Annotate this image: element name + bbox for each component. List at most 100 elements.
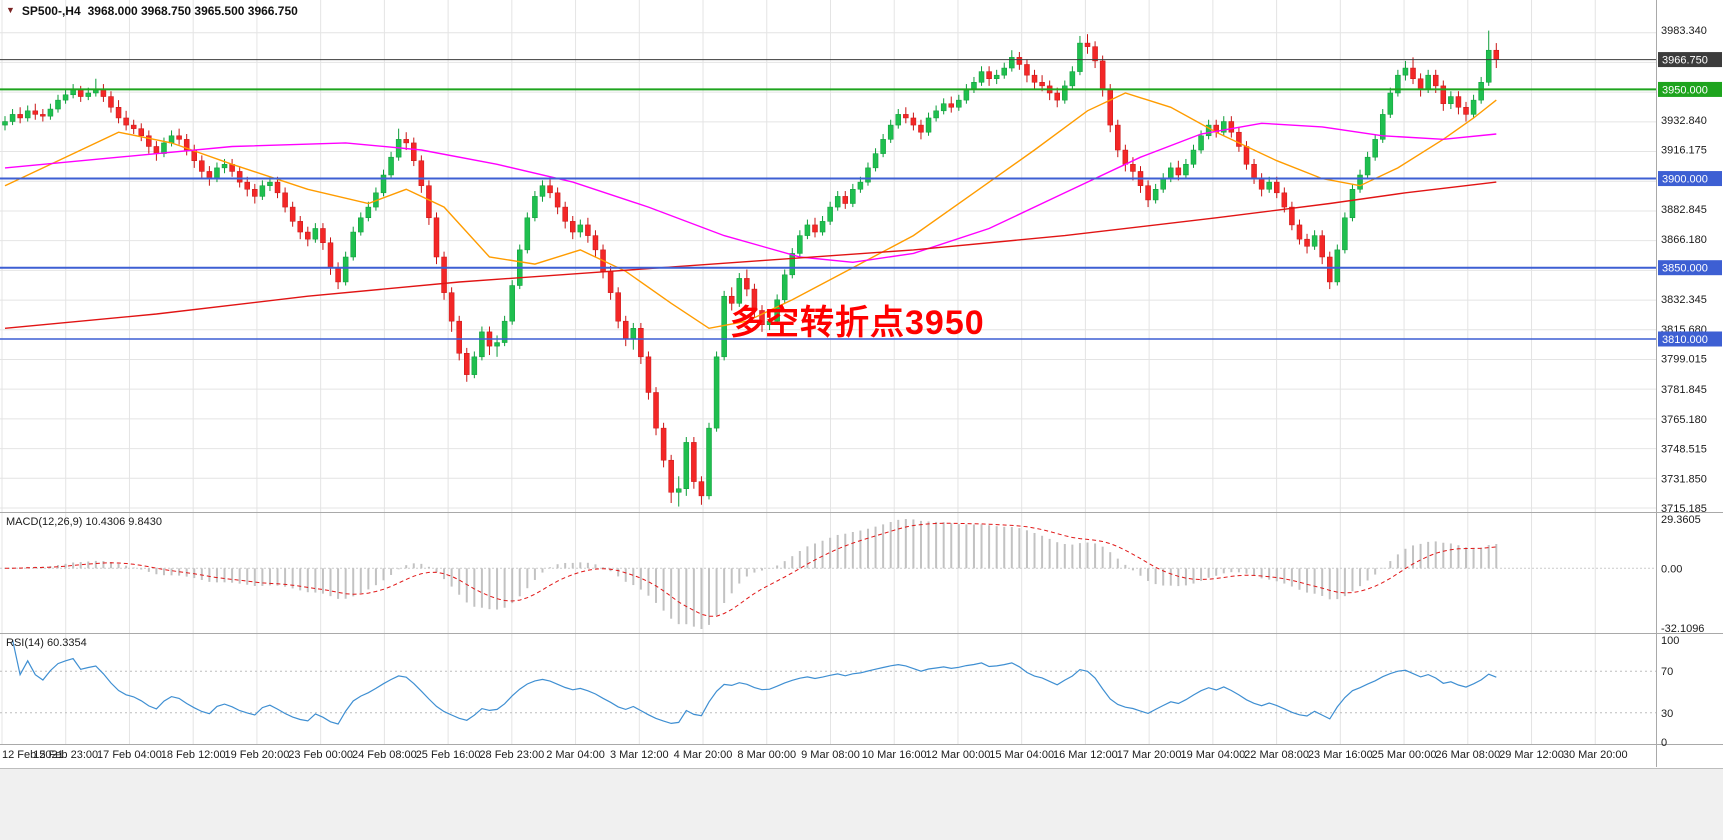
- chart-canvas[interactable]: 3983.340 3932.840 3916.175 3882.845 3866.180…: [0, 0, 1723, 768]
- candle-body: [1092, 46, 1098, 62]
- candle-body: [554, 192, 561, 208]
- time-axis-label: 12 Mar 00:00: [926, 749, 991, 761]
- candle-body: [585, 224, 591, 236]
- candle-body: [464, 353, 470, 375]
- time-axis-label: 16 Mar 12:00: [1053, 749, 1118, 761]
- time-axis-label: 30 Mar 20:00: [1563, 749, 1628, 761]
- candle-body: [411, 142, 417, 161]
- candle-body: [539, 185, 546, 197]
- candle-body: [1084, 42, 1091, 47]
- candle-body: [77, 89, 84, 97]
- candle-body: [1274, 181, 1280, 194]
- candle-body: [456, 320, 462, 354]
- candle-body: [630, 328, 637, 340]
- candle-body: [1455, 96, 1462, 108]
- candle-body: [668, 459, 674, 493]
- candle-body: [1024, 64, 1030, 76]
- candle-body: [766, 320, 773, 325]
- candle-body: [1205, 124, 1212, 137]
- candle-body: [358, 217, 364, 233]
- candle-body: [1099, 60, 1106, 90]
- candle-body: [751, 288, 758, 311]
- time-axis-label: 25 Feb 16:00: [416, 749, 481, 761]
- candle-body: [327, 242, 334, 268]
- candle-body: [1289, 206, 1295, 226]
- time-axis-label: 19 Feb 20:00: [224, 749, 289, 761]
- candle-body: [880, 139, 886, 154]
- candle-body: [1327, 256, 1333, 283]
- candle-body: [267, 181, 273, 186]
- candle-body: [115, 107, 122, 119]
- candle-body: [448, 292, 455, 322]
- candle-body: [570, 221, 576, 233]
- price-badge-label: 3810.000: [1662, 334, 1708, 346]
- price-axis-label: 3832.345: [1661, 294, 1707, 306]
- time-axis-label: 8 Mar 00:00: [737, 749, 796, 761]
- candle-body: [1448, 96, 1454, 104]
- candle-body: [1251, 164, 1257, 179]
- candle-body: [1364, 156, 1371, 176]
- macd-axis-label: 29.3605: [1661, 514, 1701, 526]
- candle-body: [1387, 92, 1394, 115]
- candle-body: [1493, 49, 1500, 60]
- price-axis-label: 3765.180: [1661, 414, 1707, 426]
- candle-body: [1062, 85, 1068, 101]
- candle-body: [305, 231, 311, 240]
- candle-body: [1296, 224, 1303, 240]
- candle-body: [721, 295, 727, 358]
- candle-body: [819, 221, 826, 233]
- bottom-panel: [0, 768, 1723, 840]
- candle-body: [918, 124, 924, 133]
- candle-body: [1485, 49, 1492, 83]
- candle-body: [1221, 121, 1227, 133]
- annotation-text: 多空转折点3950: [730, 304, 985, 342]
- price-badge: [1658, 52, 1722, 68]
- candle-body: [895, 114, 902, 126]
- candle-body: [660, 427, 667, 461]
- time-axis-label: 18 Feb 12:00: [161, 749, 226, 761]
- candle-body: [827, 206, 833, 222]
- candle-body: [842, 196, 849, 204]
- candle-body: [1258, 178, 1265, 190]
- candle-body: [1077, 42, 1083, 72]
- price-axis-label: 3799.015: [1661, 354, 1707, 366]
- candle-body: [1039, 82, 1045, 87]
- rsi-indicator-label: RSI(14) 60.3354: [6, 637, 87, 649]
- chart-header: ▼ SP500-,H4 3968.000 3968.750 3965.500 3…: [6, 4, 298, 18]
- candle-body: [1334, 249, 1341, 283]
- candle-body: [675, 488, 682, 493]
- price-axis-label: 3916.175: [1661, 145, 1707, 157]
- macd-axis-label: -32.1096: [1661, 623, 1704, 635]
- candle-body: [365, 206, 372, 219]
- candle-body: [653, 392, 659, 429]
- candle-body: [1463, 107, 1469, 115]
- candle-body: [100, 89, 107, 97]
- candle-body: [47, 108, 54, 117]
- price-badge: [1658, 331, 1722, 347]
- candle-body: [85, 92, 92, 97]
- time-axis-label: 9 Mar 08:00: [801, 749, 860, 761]
- candle-body: [1395, 74, 1401, 94]
- price-badge-label: 3966.750: [1662, 55, 1708, 67]
- candle-body: [986, 71, 992, 79]
- candle-body: [206, 171, 213, 179]
- price-axis-label: 3748.515: [1661, 444, 1707, 456]
- candle-body: [1168, 167, 1174, 179]
- candle-body: [1054, 92, 1060, 101]
- price-axis-label: 3731.850: [1661, 473, 1707, 485]
- time-axis-label: 22 Mar 08:00: [1244, 749, 1309, 761]
- candle-body: [1009, 57, 1015, 69]
- price-badge-label: 3900.000: [1662, 174, 1708, 186]
- candle-body: [1228, 121, 1235, 133]
- candle-body: [146, 135, 152, 147]
- price-axis-label: 3932.840: [1661, 115, 1707, 127]
- price-axis-label: 3715.185: [1661, 503, 1707, 515]
- candle-body: [236, 171, 243, 183]
- candle-body: [1425, 74, 1431, 90]
- candle-body: [1198, 135, 1204, 151]
- candle-body: [592, 235, 599, 251]
- macd-axis-label: 0.00: [1661, 563, 1682, 575]
- time-axis-label: 28 Feb 23:00: [479, 749, 544, 761]
- candle-body: [887, 124, 894, 140]
- candle-body: [1417, 78, 1424, 90]
